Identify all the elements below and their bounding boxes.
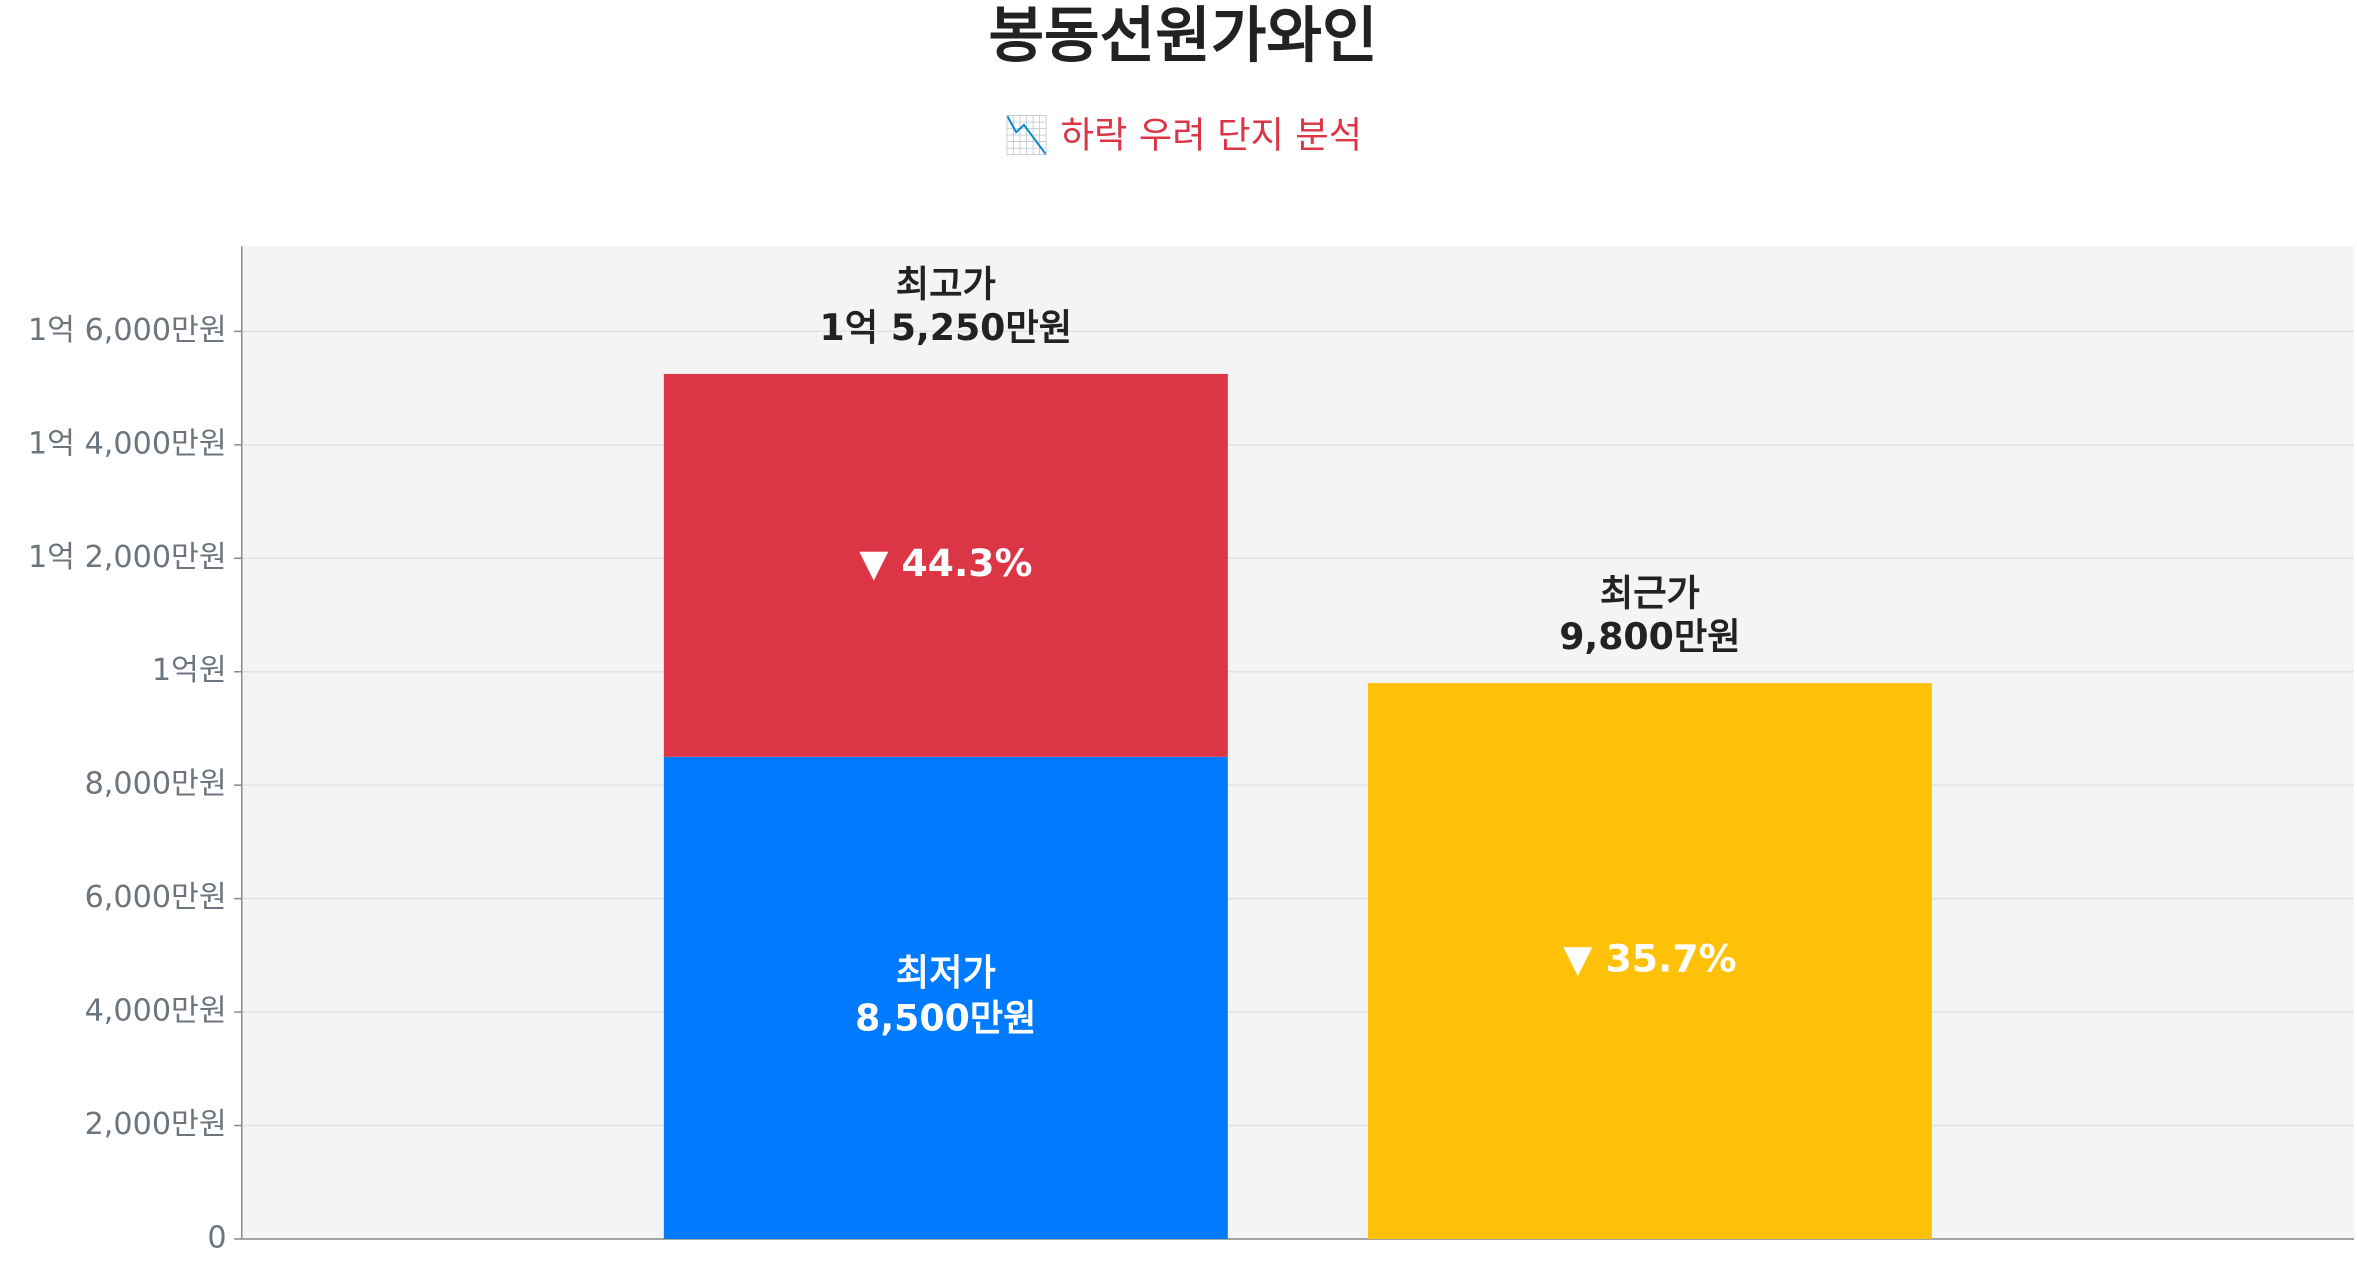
top-label-name: 최고가 <box>896 262 996 305</box>
y-tick-label: 1억 4,000만원 <box>28 426 227 461</box>
chart-title: 봉동선원가와인 <box>988 1 1377 71</box>
y-tick-label: 6,000만원 <box>85 880 227 915</box>
drop-label: ▼ 44.3% <box>859 541 1032 585</box>
series-name: 최저가 <box>896 951 996 994</box>
y-tick-label: 0 <box>207 1220 226 1255</box>
drop-label: ▼ 35.7% <box>1563 937 1736 981</box>
bar <box>1367 683 1932 1239</box>
plot-area <box>241 246 2354 1239</box>
y-tick-label: 8,000만원 <box>85 767 227 802</box>
y-tick-label: 2,000만원 <box>85 1107 227 1142</box>
y-tick-label: 1억 6,000만원 <box>28 313 227 348</box>
top-label-value: 1억 5,250만원 <box>820 306 1073 349</box>
bar <box>663 373 1228 757</box>
bar <box>663 756 1228 1239</box>
y-tick-label: 4,000만원 <box>85 994 227 1029</box>
top-label-name: 최근가 <box>1600 571 1700 614</box>
chart-subtitle: 📉 하락 우려 단지 분석 <box>1004 114 1362 157</box>
y-tick-label: 1억원 <box>152 653 227 688</box>
y-tick-label: 1억 2,000만원 <box>28 540 227 575</box>
top-label-value: 9,800만원 <box>1559 615 1740 658</box>
value-label: 8,500만원 <box>855 997 1036 1040</box>
